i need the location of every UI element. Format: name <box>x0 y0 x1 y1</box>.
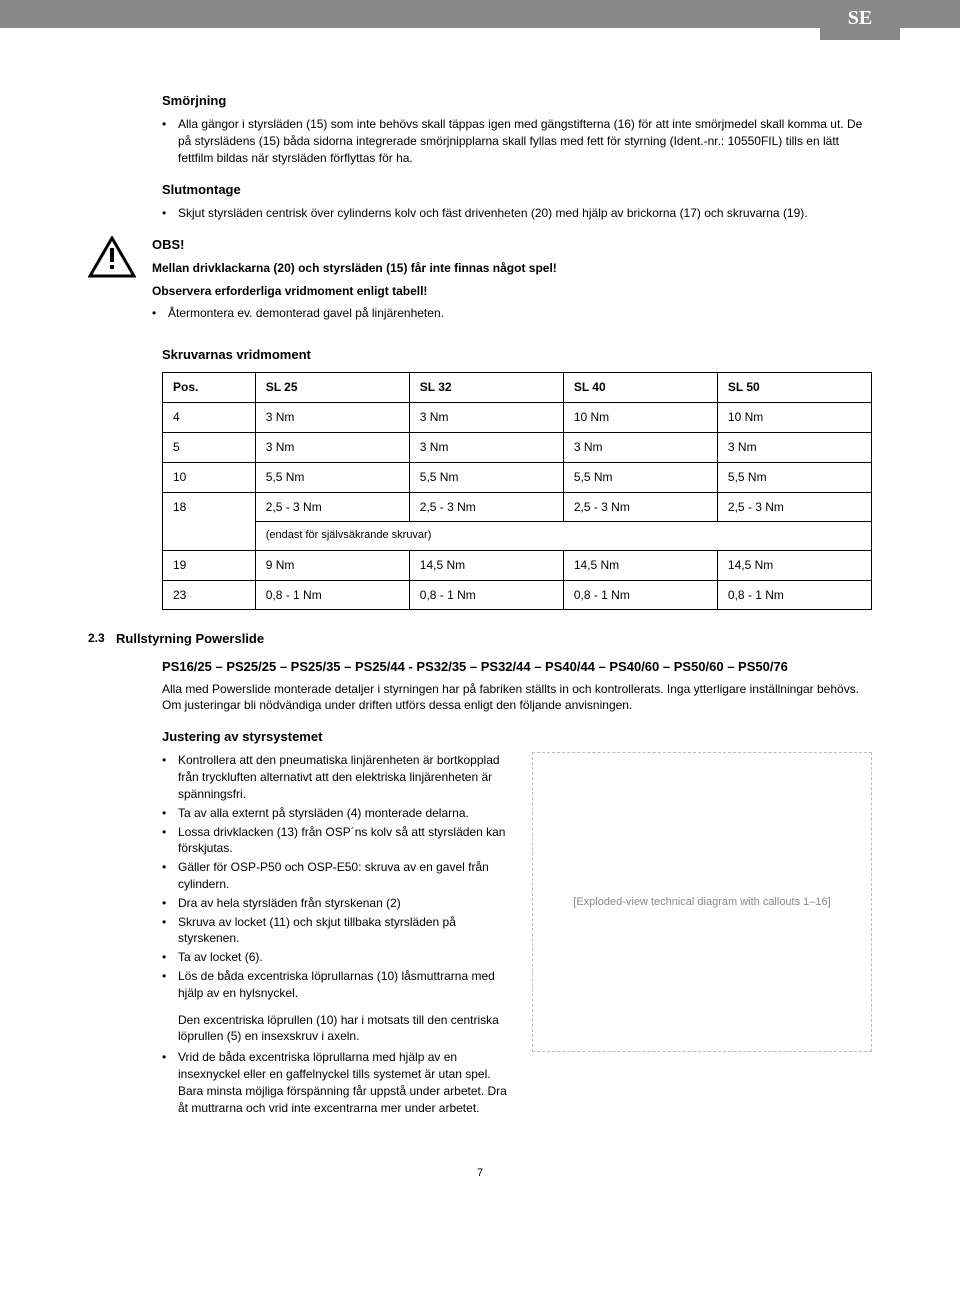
list-item: Kontrollera att den pneumatiska linjären… <box>162 752 512 802</box>
obs-line1: Mellan drivklackarna (20) och styrsläden… <box>152 260 557 277</box>
exploded-diagram: [Exploded-view technical diagram with ca… <box>532 752 872 1052</box>
list-item: Lossa drivklacken (13) från OSP´ns kolv … <box>162 824 512 858</box>
list-item: Gäller för OSP-P50 och OSP-E50: skruva a… <box>162 859 512 893</box>
justering-title: Justering av styrsystemet <box>162 728 872 746</box>
torque-table: Pos. SL 25 SL 32 SL 40 SL 50 4 3 Nm 3 Nm… <box>162 372 872 610</box>
slutmontage-title: Slutmontage <box>162 181 872 199</box>
obs-title: OBS! <box>152 236 557 254</box>
section-2-3-heading: 2.3 Rullstyrning Powerslide <box>88 630 872 648</box>
justering-list: Kontrollera att den pneumatiska linjären… <box>162 752 512 1001</box>
intro-text: Alla med Powerslide monterade detaljer i… <box>162 681 872 715</box>
list-item: Skruva av locket (11) och skjut tillbaka… <box>162 914 512 948</box>
ps-models: PS16/25 – PS25/25 – PS25/35 – PS25/44 - … <box>162 658 872 676</box>
th-sl50: SL 50 <box>717 373 871 403</box>
smorjning-list: Alla gängor i styrsläden (15) som inte b… <box>162 116 872 166</box>
list-item: Ta av locket (6). <box>162 949 512 966</box>
list-item: Ta av alla externt på styrsläden (4) mon… <box>162 805 512 822</box>
page-number: 7 <box>88 1166 872 1181</box>
obs-list: Återmontera ev. demonterad gavel på linj… <box>152 305 557 322</box>
list-item: Skjut styrsläden centrisk över cylindern… <box>162 205 872 222</box>
header-bar: SE <box>0 0 960 28</box>
th-pos: Pos. <box>163 373 256 403</box>
th-sl40: SL 40 <box>563 373 717 403</box>
warning-triangle-icon <box>88 236 136 278</box>
list-item: Dra av hela styrsläden från styrskenan (… <box>162 895 512 912</box>
table-row-18a: 18 2,5 - 3 Nm 2,5 - 3 Nm 2,5 - 3 Nm 2,5 … <box>163 492 872 522</box>
table-row-18b: (endast för självsäkrande skruvar) <box>163 522 872 550</box>
th-sl25: SL 25 <box>255 373 409 403</box>
list-item: Alla gängor i styrsläden (15) som inte b… <box>162 116 872 166</box>
sub-note: Den excentriska löprullen (10) har i mot… <box>162 1012 512 1046</box>
page-content: Smörjning Alla gängor i styrsläden (15) … <box>0 38 960 1222</box>
list-item: Vrid de båda excentriska löprullarna med… <box>162 1049 512 1116</box>
torque-title: Skruvarnas vridmoment <box>162 346 872 364</box>
table-row: 4 3 Nm 3 Nm 10 Nm 10 Nm <box>163 403 872 433</box>
th-sl32: SL 32 <box>409 373 563 403</box>
smorjning-title: Smörjning <box>162 92 872 110</box>
table-row: 19 9 Nm 14,5 Nm 14,5 Nm 14,5 Nm <box>163 550 872 580</box>
table-row: 23 0,8 - 1 Nm 0,8 - 1 Nm 0,8 - 1 Nm 0,8 … <box>163 580 872 610</box>
warning-block: OBS! Mellan drivklackarna (20) och styrs… <box>88 236 872 333</box>
table-row: 5 3 Nm 3 Nm 3 Nm 3 Nm <box>163 432 872 462</box>
language-tab: SE <box>820 0 900 40</box>
obs-line2: Observera erforderliga vridmoment enligt… <box>152 283 557 300</box>
list-item: Lös de båda excentriska löprullarnas (10… <box>162 968 512 1002</box>
slutmontage-list: Skjut styrsläden centrisk över cylindern… <box>162 205 872 222</box>
justering-list-2: Vrid de båda excentriska löprullarna med… <box>162 1049 512 1116</box>
table-row: 10 5,5 Nm 5,5 Nm 5,5 Nm 5,5 Nm <box>163 462 872 492</box>
section-title: Rullstyrning Powerslide <box>116 630 264 648</box>
list-item: Återmontera ev. demonterad gavel på linj… <box>152 305 557 322</box>
section-number: 2.3 <box>88 630 116 648</box>
